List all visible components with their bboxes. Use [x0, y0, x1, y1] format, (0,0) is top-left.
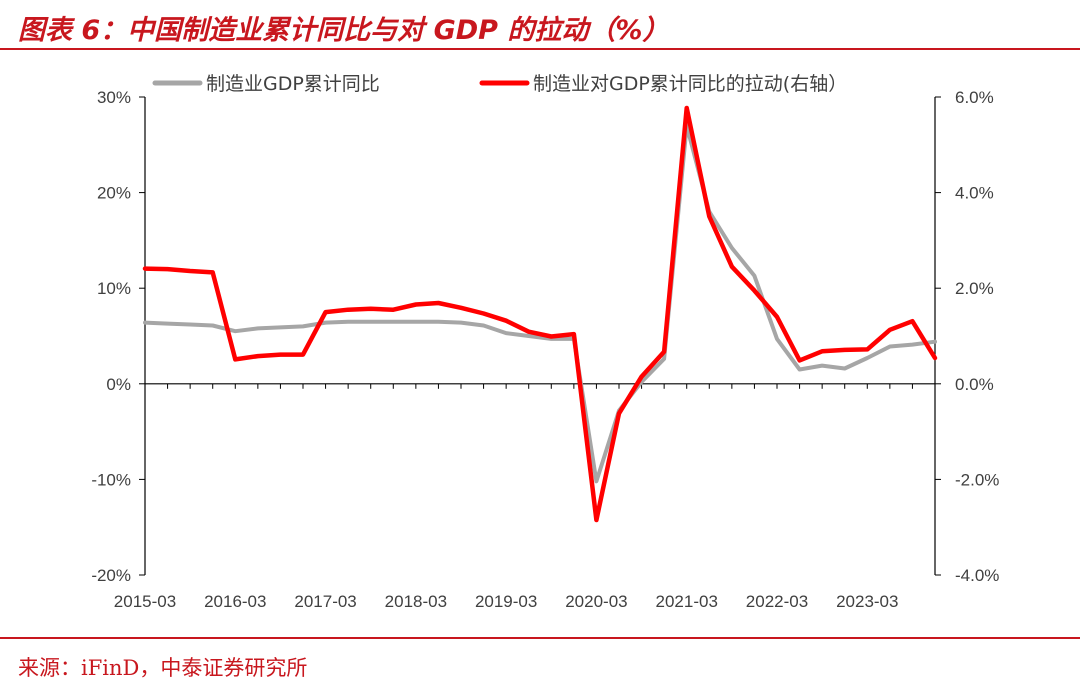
- y-axis-left: 30% 20% 10% 0% -10% -20%: [91, 88, 146, 585]
- x-tick-label: 2016-03: [204, 592, 266, 611]
- y-right-tick-label: -2.0%: [955, 470, 999, 489]
- footer-divider: [0, 637, 1080, 639]
- x-tick-label: 2018-03: [385, 592, 447, 611]
- x-tick-label: 2022-03: [746, 592, 808, 611]
- y-axis-right: 6.0% 4.0% 2.0% 0.0% -2.0% -4.0%: [934, 88, 999, 585]
- x-axis: 2015-03 2016-03 2017-03 2018-03 2019-03 2020-…: [114, 383, 936, 611]
- x-tick-label: 2015-03: [114, 592, 176, 611]
- legend-label: 制造业对GDP累计同比的拉动(右轴）: [533, 73, 847, 95]
- source-note: 来源：iFinD，中泰证券研究所: [18, 656, 308, 680]
- legend-label: 制造业GDP累计同比: [206, 73, 380, 95]
- title-bar: 图表 6：中国制造业累计同比与对 GDP 的拉动（%）: [0, 0, 1080, 52]
- series-line-gdp-contribution: [142, 105, 938, 523]
- y-right-tick-label: 4.0%: [955, 184, 994, 203]
- y-right-tick-label: 6.0%: [955, 88, 994, 107]
- y-right-tick-label: 2.0%: [955, 279, 994, 298]
- series-line-manufacturing-gdp: [143, 123, 937, 484]
- x-tick-label: 2021-03: [656, 592, 718, 611]
- y-left-tick-label: -20%: [91, 566, 131, 585]
- x-tick-label: 2019-03: [475, 592, 537, 611]
- y-left-tick-label: 30%: [97, 88, 131, 107]
- y-left-tick-label: 10%: [97, 279, 131, 298]
- x-tick-label: 2023-03: [836, 592, 898, 611]
- y-left-tick-label: 0%: [106, 375, 131, 394]
- x-tick-label: 2020-03: [565, 592, 627, 611]
- y-left-tick-label: -10%: [91, 470, 131, 489]
- y-right-tick-label: 0.0%: [955, 375, 994, 394]
- y-left-tick-label: 20%: [97, 184, 131, 203]
- y-right-tick-label: -4.0%: [955, 566, 999, 585]
- title-divider: [0, 48, 1080, 50]
- x-tick-label: 2017-03: [294, 592, 356, 611]
- legend: 制造业GDP累计同比 制造业对GDP累计同比的拉动(右轴）: [152, 73, 847, 95]
- series-layer: [142, 105, 938, 523]
- chart-title: 图表 6：中国制造业累计同比与对 GDP 的拉动（%）: [18, 15, 670, 46]
